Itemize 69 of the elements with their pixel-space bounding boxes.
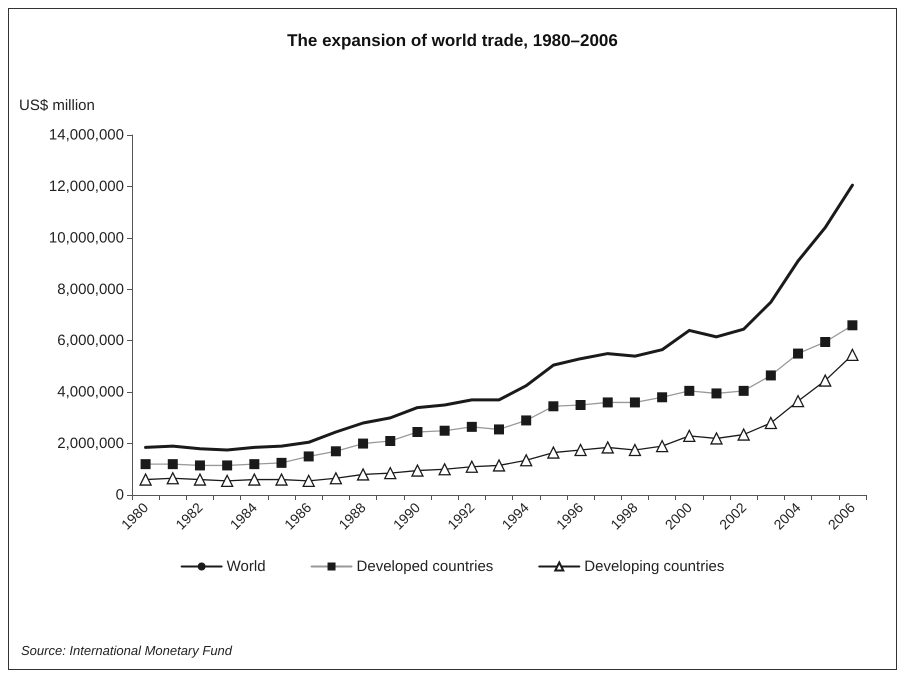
point: [194, 460, 205, 470]
y-tick-label: 0: [116, 486, 124, 504]
point: [385, 436, 396, 446]
point: [139, 473, 152, 486]
point: [466, 460, 478, 473]
point: [412, 427, 422, 437]
point: [657, 392, 668, 402]
point: [440, 426, 450, 436]
line-series: [144, 184, 854, 452]
point: [793, 348, 804, 359]
y-tick-label: 12,000,000: [48, 178, 124, 195]
point: [275, 473, 288, 486]
point: [684, 386, 694, 396]
point: [302, 474, 315, 488]
y-tick-label: 2,000,000: [57, 435, 124, 452]
y-tick-label: 10,000,000: [48, 229, 124, 246]
point: [738, 428, 750, 441]
point: [438, 463, 451, 476]
point: [304, 451, 314, 462]
point: [221, 474, 234, 488]
point: [358, 438, 368, 449]
point: [574, 444, 587, 456]
point: [330, 472, 342, 484]
point: [140, 459, 151, 470]
point: [520, 454, 532, 466]
point: [630, 397, 640, 408]
y-tick-label: 14,000,000: [48, 126, 124, 144]
point: [547, 446, 560, 459]
point: [602, 397, 613, 408]
y-tick-label: 4,000,000: [57, 384, 124, 401]
point: [466, 422, 477, 432]
point: [820, 337, 830, 347]
point: [764, 416, 777, 430]
point: [819, 374, 832, 387]
point: [738, 386, 749, 396]
point: [628, 444, 642, 456]
point: [847, 320, 858, 330]
point: [356, 468, 370, 481]
point: [494, 424, 504, 434]
point: [194, 473, 206, 486]
point: [492, 459, 506, 472]
legend-label: World: [226, 558, 266, 575]
point: [330, 446, 341, 456]
chart-title: The expansion of world trade, 1980–2006: [287, 31, 618, 50]
point: [766, 370, 776, 380]
point: [683, 430, 696, 442]
point: [521, 415, 532, 426]
point: [276, 458, 287, 468]
legend-label: Developing countries: [584, 558, 724, 575]
y-axis-title: US$ million: [19, 97, 95, 114]
point: [710, 432, 723, 445]
point: [411, 464, 424, 477]
legend-label: Developed countries: [356, 558, 494, 575]
point: [249, 459, 260, 470]
point: [384, 466, 396, 480]
point: [548, 401, 558, 412]
y-tick-label: 8,000,000: [57, 280, 124, 298]
source-note: Source: International Monetary Fund: [21, 643, 233, 658]
point: [168, 459, 178, 470]
y-tick-label: 6,000,000: [57, 332, 124, 350]
point: [222, 460, 232, 470]
point: [656, 440, 668, 452]
point: [602, 441, 614, 454]
point: [576, 400, 586, 410]
point: [792, 394, 804, 408]
point: [166, 472, 179, 484]
point: [846, 348, 859, 362]
point: [711, 388, 722, 398]
point: [248, 473, 260, 486]
